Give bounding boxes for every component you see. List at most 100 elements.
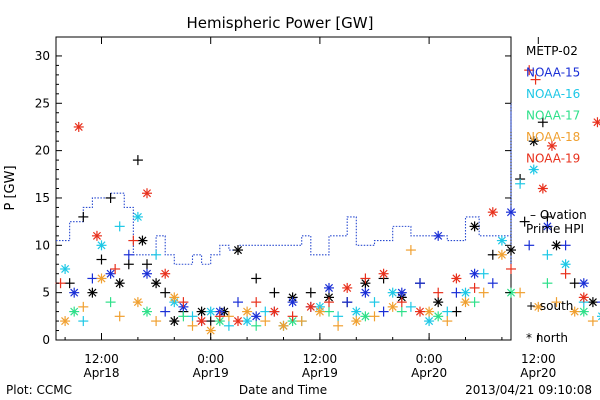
data-point-north — [60, 263, 71, 274]
data-point-south — [515, 178, 526, 189]
data-point-north — [137, 235, 148, 246]
chart-title: Hemispheric Power [GW] — [187, 14, 374, 32]
data-point-north — [546, 140, 557, 151]
data-point-south — [178, 297, 189, 308]
data-point-north — [169, 292, 180, 303]
data-point-south — [205, 316, 216, 327]
data-point-south — [487, 249, 498, 260]
data-point-south — [537, 117, 548, 128]
x-tick-date: Apr20 — [520, 366, 556, 380]
data-point-south — [78, 316, 89, 327]
data-point-south — [287, 311, 298, 322]
data-point-south — [524, 65, 535, 76]
ovation-series — [56, 103, 512, 265]
data-point-north — [69, 287, 80, 298]
data-point-north — [114, 278, 125, 289]
data-point-south — [87, 273, 98, 284]
data-point-south — [542, 249, 553, 260]
data-point-south — [560, 240, 571, 251]
data-point-south — [324, 297, 334, 308]
data-point-north — [251, 311, 262, 322]
data-point-south — [369, 297, 380, 308]
ovation-legend-line1: – Ovation — [530, 208, 587, 222]
data-point-north — [132, 211, 143, 222]
data-point-south — [251, 273, 262, 284]
y-tick-label: 5 — [42, 286, 50, 300]
data-point-north — [578, 306, 589, 317]
data-point-north — [305, 301, 316, 312]
footer-right: 2013/04/21 09:10:08 — [465, 383, 592, 397]
data-point-north — [424, 306, 435, 317]
data-point-south — [442, 316, 453, 327]
legend-item: NOAA-19 — [526, 152, 580, 166]
data-point-south — [260, 316, 271, 327]
data-point-north — [587, 297, 598, 308]
data-point-north — [142, 268, 152, 279]
data-point-south — [360, 273, 371, 284]
data-point-south — [542, 211, 553, 222]
data-point-north — [60, 316, 71, 327]
legend-item: NOAA-15 — [526, 66, 580, 80]
data-point-north — [506, 245, 516, 256]
data-point-north — [160, 268, 171, 279]
data-point-north — [451, 273, 462, 284]
y-tick-label: 0 — [42, 333, 50, 347]
data-point-south — [396, 306, 407, 317]
data-point-north — [196, 306, 207, 317]
legend-item: NOAA-16 — [526, 87, 580, 101]
data-point-north — [433, 230, 444, 241]
legend-item: METP-02 — [526, 44, 578, 58]
data-point-north — [551, 240, 562, 251]
data-point-north — [506, 207, 516, 218]
data-point-north — [233, 316, 243, 327]
data-point-north — [324, 282, 334, 293]
data-point-north — [269, 306, 280, 317]
data-point-north — [96, 240, 107, 251]
data-point-north — [360, 311, 371, 322]
data-point-south — [223, 320, 234, 331]
data-point-south — [478, 268, 489, 279]
north-symbol-legend: * north — [526, 331, 568, 345]
y-tick-label: 10 — [35, 238, 50, 252]
data-point-north — [96, 273, 107, 284]
data-point-south — [530, 74, 541, 85]
data-point-south — [128, 235, 139, 246]
data-point-south — [587, 316, 598, 327]
data-point-south — [333, 320, 344, 331]
data-point-south — [378, 306, 389, 317]
data-point-north — [287, 297, 298, 308]
data-point-south — [187, 311, 198, 322]
data-point-south — [105, 192, 116, 203]
x-tick-time: 12:00 — [521, 352, 556, 366]
data-point-south — [560, 268, 571, 279]
data-point-south — [151, 316, 162, 327]
data-point-south — [569, 278, 580, 289]
data-point-north — [460, 287, 471, 298]
data-point-south — [396, 297, 407, 308]
data-point-south — [415, 278, 425, 289]
data-point-south — [214, 311, 225, 322]
data-point-south — [519, 216, 530, 227]
data-point-south — [178, 311, 189, 322]
data-point-south — [64, 278, 75, 289]
data-point-south — [542, 278, 553, 289]
data-point-south — [123, 259, 134, 270]
data-point-north — [569, 306, 580, 317]
data-point-north — [91, 230, 102, 241]
data-point-north — [533, 301, 544, 312]
data-point-north — [351, 306, 362, 317]
data-point-south — [551, 297, 562, 308]
data-point-north — [433, 311, 444, 322]
data-point-north — [592, 117, 600, 128]
data-point-south — [478, 287, 489, 298]
data-point-north — [578, 278, 589, 289]
data-point-south — [78, 301, 89, 312]
data-point-south — [105, 297, 116, 308]
data-point-north — [415, 306, 425, 317]
data-point-north — [169, 316, 180, 327]
data-point-north — [528, 136, 539, 147]
data-point-south — [142, 259, 152, 270]
data-point-north — [387, 287, 398, 298]
ovation-prime-hpi-line — [56, 103, 512, 265]
data-point-south — [160, 287, 171, 298]
